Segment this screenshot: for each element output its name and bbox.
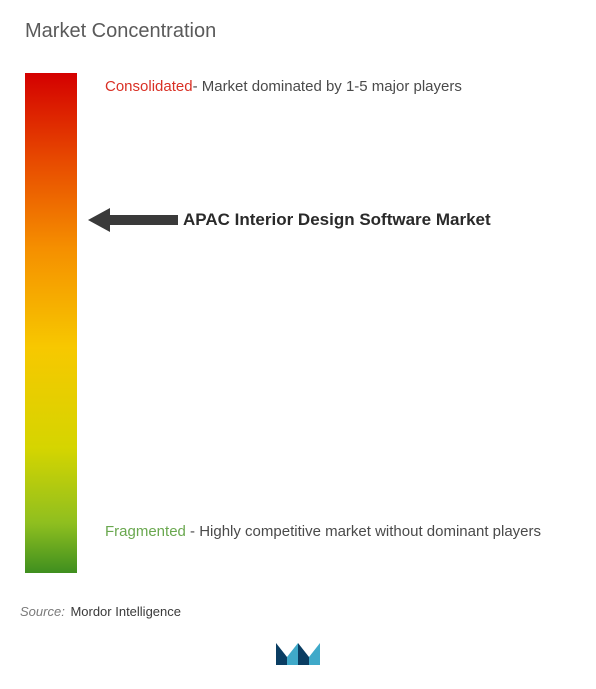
source-value: Mordor Intelligence [70,604,181,619]
fragmented-label: Fragmented - Highly competitive market w… [105,518,541,547]
concentration-gradient-bar [25,73,77,573]
marker-arrow-group: APAC Interior Design Software Market [88,205,491,235]
fragmented-highlight: Fragmented [105,523,186,540]
source-line: Source: Mordor Intelligence [20,604,181,619]
chart-area: Consolidated- Market dominated by 1-5 ma… [20,73,576,603]
consolidated-label: Consolidated- Market dominated by 1-5 ma… [105,78,462,95]
fragmented-text: - Highly competitive market without domi… [186,523,541,540]
market-name-label: APAC Interior Design Software Market [183,210,491,230]
consolidated-text: - Market dominated by 1-5 major players [193,78,462,95]
source-key: Source: [20,604,65,619]
mordor-logo-icon [273,637,323,674]
consolidated-highlight: Consolidated [105,78,193,95]
chart-title: Market Concentration [25,20,576,43]
arrow-left-icon [88,205,178,235]
